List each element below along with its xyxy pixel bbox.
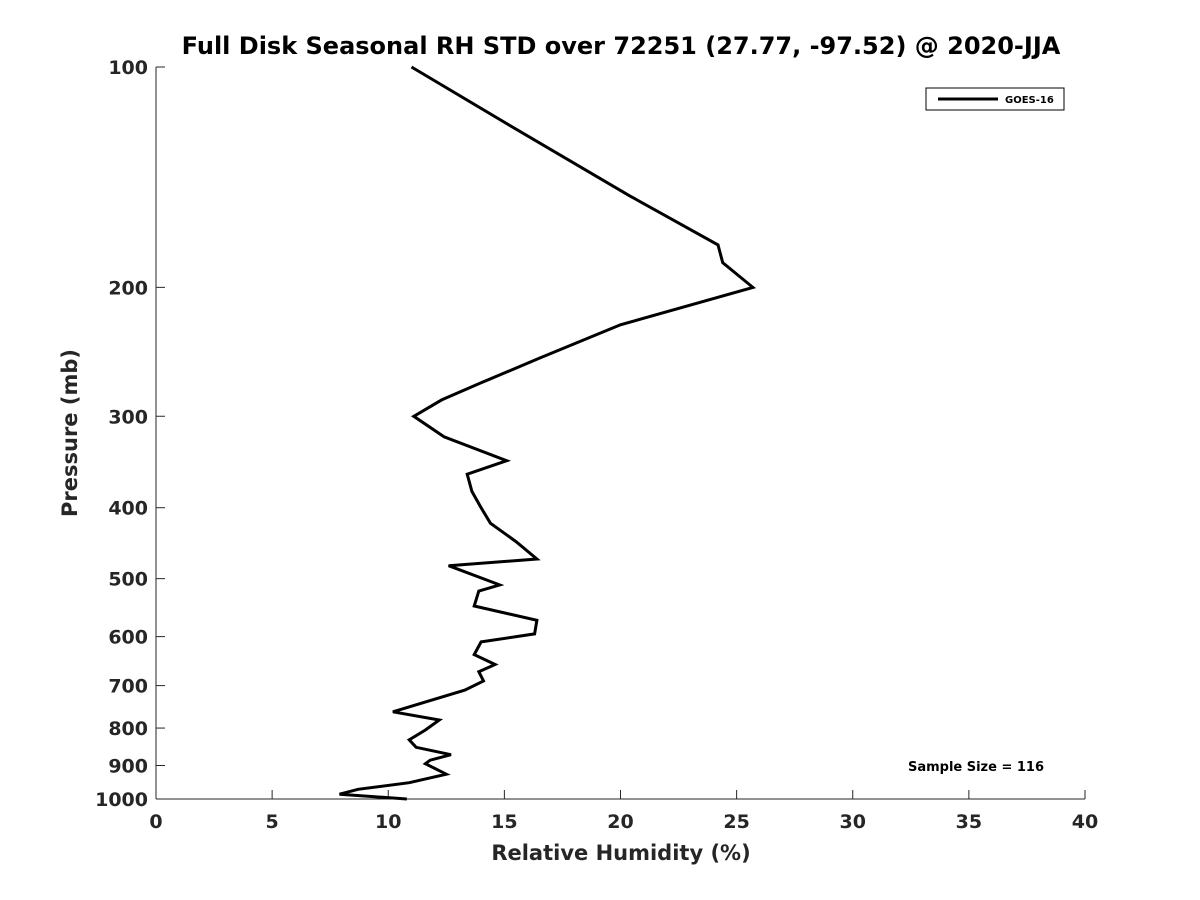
y-tick-label: 600 bbox=[108, 627, 148, 649]
y-tick-label: 700 bbox=[108, 676, 148, 698]
legend: GOES-16 bbox=[925, 87, 1065, 111]
x-axis-label: Relative Humidity (%) bbox=[491, 841, 750, 865]
chart-title: Full Disk Seasonal RH STD over 72251 (27… bbox=[182, 32, 1061, 60]
sample-size-annotation: Sample Size = 116 bbox=[908, 760, 1044, 775]
x-tick-label: 0 bbox=[149, 811, 162, 833]
y-tick-label: 100 bbox=[108, 57, 148, 79]
y-tick-label: 800 bbox=[108, 718, 148, 740]
y-axis-label: Pressure (mb) bbox=[58, 349, 82, 517]
x-axis-ticks: 0 5 10 15 20 25 30 35 40 bbox=[149, 790, 1098, 833]
x-tick-label: 15 bbox=[491, 811, 517, 833]
series-line-goes-16 bbox=[339, 65, 757, 801]
x-tick-label: 25 bbox=[723, 811, 749, 833]
series-layer bbox=[339, 65, 757, 801]
legend-label-goes-16: GOES-16 bbox=[1005, 95, 1054, 106]
x-tick-label: 30 bbox=[840, 811, 866, 833]
y-tick-label: 300 bbox=[108, 406, 148, 428]
y-axis-ticks: 100 200 300 400 500 600 700 800 900 1000 bbox=[95, 57, 165, 811]
x-tick-label: 20 bbox=[607, 811, 633, 833]
x-tick-label: 5 bbox=[266, 811, 279, 833]
plot-axes bbox=[155, 67, 1085, 800]
y-tick-label: 200 bbox=[108, 277, 148, 299]
x-tick-label: 10 bbox=[375, 811, 401, 833]
y-tick-label: 1000 bbox=[95, 789, 148, 811]
y-tick-label: 900 bbox=[108, 756, 148, 778]
y-tick-label: 400 bbox=[108, 498, 148, 520]
x-tick-label: 35 bbox=[956, 811, 982, 833]
y-tick-label: 500 bbox=[108, 569, 148, 591]
x-tick-label: 40 bbox=[1072, 811, 1098, 833]
